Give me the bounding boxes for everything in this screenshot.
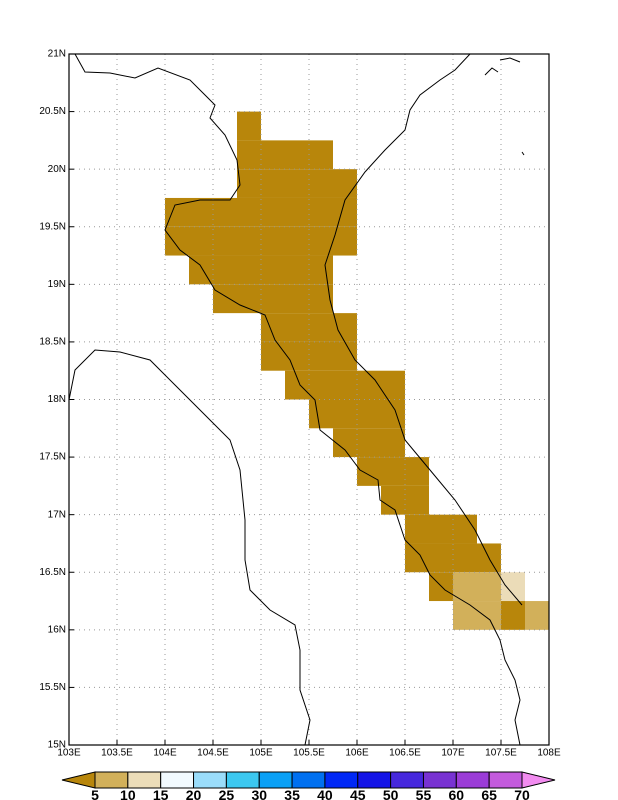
x-tick-label: 105E (249, 748, 273, 759)
colorbar-box (422, 771, 457, 789)
colorbar-label: 30 (251, 787, 267, 800)
grid-cell (405, 543, 501, 573)
y-tick-label: 17N (48, 509, 66, 520)
x-tick-label: 104.5E (197, 748, 229, 759)
grid-cell (213, 284, 333, 314)
colorbar-label: 40 (317, 787, 333, 800)
grid-cell (453, 601, 501, 630)
colorbar-label: 25 (219, 787, 235, 800)
y-tick-label: 19N (48, 279, 66, 290)
colorbar-box (225, 771, 260, 789)
y-tick-label: 18.5N (39, 337, 66, 348)
colorbar-box (488, 771, 523, 789)
grid-cell (165, 226, 357, 256)
colorbar-label: 20 (186, 787, 202, 800)
x-tick-label: 106E (345, 748, 369, 759)
grid-cell (285, 370, 405, 400)
colorbar-label: 70 (514, 787, 530, 800)
colorbar-under (61, 771, 96, 789)
y-tick-label: 20.5N (39, 106, 66, 117)
y-tick-label: 18N (48, 394, 66, 405)
y-tick-label: 15.5N (39, 682, 66, 693)
x-tick-label: 104E (153, 748, 177, 759)
colorbar-over (521, 771, 556, 789)
colorbar-label: 5 (91, 787, 99, 800)
colorbar-label: 15 (153, 787, 169, 800)
grid-cell (453, 572, 501, 602)
x-tick-label: 103.5E (101, 748, 133, 759)
y-tick-label: 16.5N (39, 567, 66, 578)
grid-cell (405, 514, 477, 544)
colorbar-box (291, 771, 326, 789)
x-tick-label: 107.5E (485, 748, 517, 759)
border (68, 349, 311, 746)
y-tick-label: 20N (48, 164, 66, 175)
colorbar-box (193, 771, 227, 789)
x-tick-label: 108E (537, 748, 561, 759)
grid-cell (261, 341, 357, 371)
coastline (484, 57, 525, 156)
grid-cell (165, 197, 357, 227)
colorbar-label: 65 (481, 787, 497, 800)
x-tick-label: 107E (441, 748, 465, 759)
x-tick-label: 105.5E (293, 748, 325, 759)
y-tick-label: 16N (48, 624, 66, 635)
x-tick-label: 106.5E (389, 748, 421, 759)
colorbar: 5 10 15 20 25 30 35 40 45 50 55 60 65 70 (61, 771, 556, 800)
colorbar-box (357, 771, 392, 789)
grid-cell (381, 485, 429, 515)
coastline (324, 53, 523, 606)
colorbar-box (94, 771, 129, 789)
x-tick-label: 103E (57, 748, 81, 759)
grid-cell (333, 428, 405, 458)
colorbar-box (160, 771, 195, 789)
colorbar-box (455, 771, 490, 789)
colorbar-box (127, 771, 162, 789)
colorbar-label: 50 (383, 787, 399, 800)
colorbar-box (258, 771, 293, 789)
grid-cell (261, 313, 357, 342)
colorbar-label: 35 (284, 787, 300, 800)
grid-cell (357, 457, 429, 486)
colorbar-box (324, 771, 359, 789)
y-tick-label: 21N (48, 49, 66, 60)
colorbar-label: 10 (120, 787, 136, 800)
colorbar-label: 45 (350, 787, 366, 800)
colorbar-box (390, 771, 424, 789)
grid-cell (237, 140, 333, 170)
y-tick-label: 17.5N (39, 452, 66, 463)
y-tick-label: 15N (48, 740, 66, 751)
grid-cell (237, 169, 357, 198)
border (74, 53, 521, 746)
axes: 103E 103.5E 104E 104.5E 105E 105.5E 106E 106.5E… (39, 49, 561, 759)
grid-cell (501, 572, 525, 602)
grid-cell (525, 601, 549, 630)
y-tick-label: 19.5N (39, 221, 66, 232)
grid-cell (237, 111, 261, 141)
boundaries (68, 53, 525, 746)
colorbar-label: 55 (416, 787, 432, 800)
colorbar-label: 60 (449, 787, 465, 800)
grid-cell (501, 601, 525, 630)
